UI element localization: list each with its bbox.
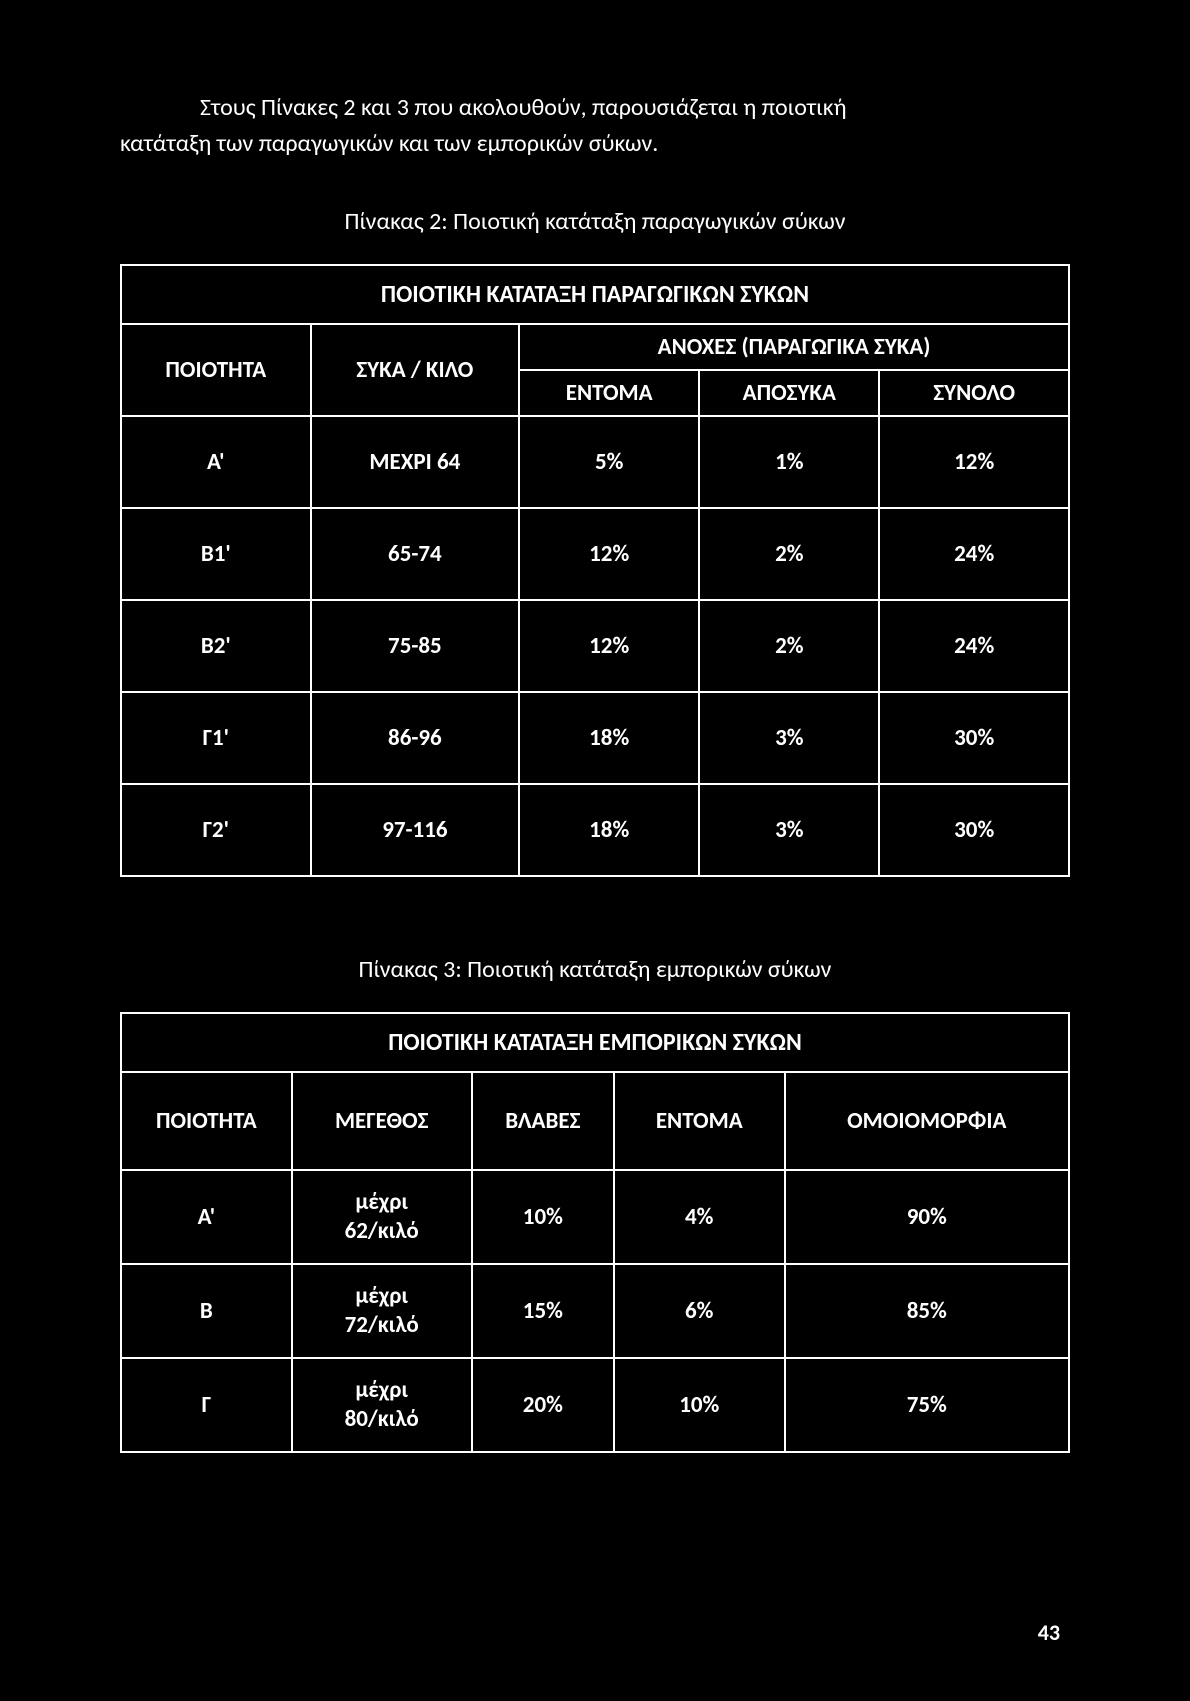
table1-cell-aposyka: 3% [699, 692, 879, 784]
table2-col-entoma: ΕΝΤΟΜΑ [614, 1072, 785, 1170]
table2-cell-size: μέχρι 72/κιλό [292, 1264, 472, 1358]
table1-title-row: ΠΟΙΟΤΙΚΗ ΚΑΤΑΤΑΞΗ ΠΑΡΑΓΩΓΙΚΩΝ ΣΥΚΩΝ [121, 265, 1069, 324]
table2-title: ΠΟΙΟΤΙΚΗ ΚΑΤΑΤΑΞΗ ΕΜΠΟΡΙΚΩΝ ΣΥΚΩΝ [121, 1013, 1069, 1072]
table1-col-entoma: ΕΝΤΟΜΑ [519, 370, 699, 416]
table2-cell-damage: 10% [472, 1170, 614, 1264]
table2: ΠΟΙΟΤΙΚΗ ΚΑΤΑΤΑΞΗ ΕΜΠΟΡΙΚΩΝ ΣΥΚΩΝ ΠΟΙΟΤΗ… [120, 1012, 1070, 1453]
table2-cell-size: μέχρι 62/κιλό [292, 1170, 472, 1264]
table1-cell-aposyka: 1% [699, 416, 879, 508]
intro-line-2: κατάταξη των παραγωγικών και των εμπορικ… [120, 126, 1070, 162]
table2-cell-uniform: 75% [785, 1358, 1069, 1452]
table2-row: Γ μέχρι 80/κιλό 20% 10% 75% [121, 1358, 1069, 1452]
table2-col-uniform: ΟΜΟΙΟΜΟΡΦΙΑ [785, 1072, 1069, 1170]
table1-row: Γ2' 97-116 18% 3% 30% [121, 784, 1069, 876]
table2-caption: Πίνακας 3: Ποιοτική κατάταξη εμπορικών σ… [120, 955, 1070, 984]
table1-col-synolo: ΣΥΝΟΛΟ [879, 370, 1069, 416]
table1-cell-figs: 75-85 [311, 600, 520, 692]
table2-cell-quality: Γ [121, 1358, 292, 1452]
size-line-2: 62/κιλό [345, 1217, 419, 1245]
table1-col-figs-per-kilo: ΣΥΚΑ / ΚΙΛΟ [311, 324, 520, 416]
table2-cell-entoma: 6% [614, 1264, 785, 1358]
table1-cell-synolo: 24% [879, 600, 1069, 692]
table1-cell-synolo: 30% [879, 784, 1069, 876]
intro-paragraph: Στους Πίνακες 2 και 3 που ακολουθούν, πα… [120, 90, 1070, 162]
page: Στους Πίνακες 2 και 3 που ακολουθούν, πα… [0, 0, 1190, 1573]
table1-cell-quality: Β2' [121, 600, 311, 692]
table2-col-damage: ΒΛΑΒΕΣ [472, 1072, 614, 1170]
table2-cell-damage: 15% [472, 1264, 614, 1358]
table1-cell-quality: Α' [121, 416, 311, 508]
table1-cell-figs: 86-96 [311, 692, 520, 784]
table1-col-quality: ΠΟΙΟΤΗΤΑ [121, 324, 311, 416]
table1-cell-quality: Γ1' [121, 692, 311, 784]
table2-header-row: ΠΟΙΟΤΗΤΑ ΜΕΓΕΘΟΣ ΒΛΑΒΕΣ ΕΝΤΟΜΑ ΟΜΟΙΟΜΟΡΦ… [121, 1072, 1069, 1170]
table1-row: Α' ΜΕΧΡΙ 64 5% 1% 12% [121, 416, 1069, 508]
size-line-2: 80/κιλό [345, 1405, 419, 1433]
intro-line-1: Στους Πίνακες 2 και 3 που ακολουθούν, πα… [120, 90, 1070, 126]
table2-cell-uniform: 85% [785, 1264, 1069, 1358]
table2-cell-damage: 20% [472, 1358, 614, 1452]
table1-caption: Πίνακας 2: Ποιοτική κατάταξη παραγωγικών… [120, 207, 1070, 236]
table1-cell-aposyka: 2% [699, 600, 879, 692]
table1-cell-entoma: 12% [519, 600, 699, 692]
table2-cell-size: μέχρι 80/κιλό [292, 1358, 472, 1452]
table2-title-row: ΠΟΙΟΤΙΚΗ ΚΑΤΑΤΑΞΗ ΕΜΠΟΡΙΚΩΝ ΣΥΚΩΝ [121, 1013, 1069, 1072]
table1-cell-entoma: 18% [519, 692, 699, 784]
table1: ΠΟΙΟΤΙΚΗ ΚΑΤΑΤΑΞΗ ΠΑΡΑΓΩΓΙΚΩΝ ΣΥΚΩΝ ΠΟΙΟ… [120, 264, 1070, 877]
table1-cell-figs: ΜΕΧΡΙ 64 [311, 416, 520, 508]
table1-cell-aposyka: 2% [699, 508, 879, 600]
size-line-1: μέχρι [355, 1188, 408, 1216]
table1-cell-entoma: 12% [519, 508, 699, 600]
table1-row: Β2' 75-85 12% 2% 24% [121, 600, 1069, 692]
table1-cell-entoma: 5% [519, 416, 699, 508]
table2-col-quality: ΠΟΙΟΤΗΤΑ [121, 1072, 292, 1170]
table1-cell-synolo: 12% [879, 416, 1069, 508]
table1-cell-synolo: 24% [879, 508, 1069, 600]
table2-cell-quality: Α' [121, 1170, 292, 1264]
size-line-1: μέχρι [355, 1376, 408, 1404]
page-number: 43 [1038, 1619, 1060, 1646]
table2-col-size: ΜΕΓΕΘΟΣ [292, 1072, 472, 1170]
size-line-2: 72/κιλό [345, 1311, 419, 1339]
table2-cell-entoma: 4% [614, 1170, 785, 1264]
table1-cell-quality: Γ2' [121, 784, 311, 876]
table1-col-aposyka: ΑΠΟΣΥΚΑ [699, 370, 879, 416]
table2-row: Α' μέχρι 62/κιλό 10% 4% 90% [121, 1170, 1069, 1264]
table1-cell-synolo: 30% [879, 692, 1069, 784]
table2-row: Β μέχρι 72/κιλό 15% 6% 85% [121, 1264, 1069, 1358]
table1-row: Β1' 65-74 12% 2% 24% [121, 508, 1069, 600]
table2-cell-uniform: 90% [785, 1170, 1069, 1264]
table1-cell-figs: 97-116 [311, 784, 520, 876]
table2-cell-entoma: 10% [614, 1358, 785, 1452]
table1-title: ΠΟΙΟΤΙΚΗ ΚΑΤΑΤΑΞΗ ΠΑΡΑΓΩΓΙΚΩΝ ΣΥΚΩΝ [121, 265, 1069, 324]
table1-cell-aposyka: 3% [699, 784, 879, 876]
table1-cell-entoma: 18% [519, 784, 699, 876]
table1-col-tolerance-group: ΑΝΟΧΕΣ (ΠΑΡΑΓΩΓΙΚΑ ΣΥΚΑ) [519, 324, 1069, 370]
table1-header-group-row: ΠΟΙΟΤΗΤΑ ΣΥΚΑ / ΚΙΛΟ ΑΝΟΧΕΣ (ΠΑΡΑΓΩΓΙΚΑ … [121, 324, 1069, 370]
table1-cell-figs: 65-74 [311, 508, 520, 600]
table1-cell-quality: Β1' [121, 508, 311, 600]
table2-cell-quality: Β [121, 1264, 292, 1358]
size-line-1: μέχρι [355, 1282, 408, 1310]
table1-row: Γ1' 86-96 18% 3% 30% [121, 692, 1069, 784]
